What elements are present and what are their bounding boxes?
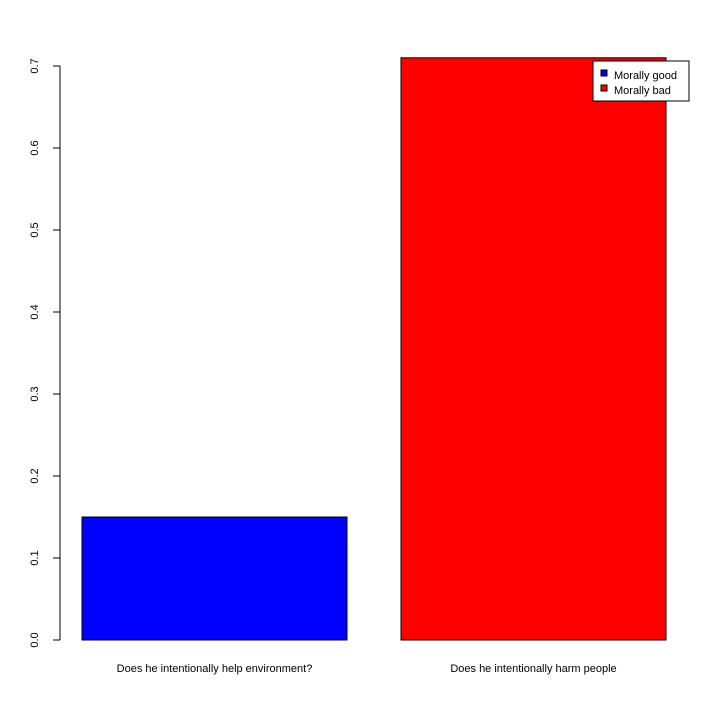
y-tick-label: 0.3: [29, 386, 41, 401]
bar: [400, 57, 667, 641]
bars: [81, 57, 667, 641]
legend-swatch: [600, 69, 608, 77]
y-axis: 0.0 0.1 0.2 0.3 0.4 0.5 0.6 0.7: [29, 58, 61, 648]
y-tick-label: 0.4: [29, 304, 41, 319]
legend-label: Morally good: [614, 70, 677, 82]
y-tick-label: 0.6: [29, 140, 41, 155]
legend: Morally good Morally bad: [592, 60, 690, 102]
legend-swatch: [600, 84, 608, 92]
y-tick-label: 0.2: [29, 468, 41, 483]
y-tick-label: 0.7: [29, 58, 41, 73]
category-labels: Does he intentionally help environment? D…: [117, 663, 617, 675]
y-tick-label: 0.5: [29, 222, 41, 237]
x-category-label: Does he intentionally help environment?: [117, 663, 313, 675]
y-tick-label: 0.1: [29, 550, 41, 565]
y-tick-label: 0.0: [29, 632, 41, 647]
legend-label: Morally bad: [614, 85, 671, 97]
x-category-label: Does he intentionally harm people: [450, 663, 616, 675]
bar: [81, 516, 348, 641]
legend-box: [592, 60, 690, 102]
